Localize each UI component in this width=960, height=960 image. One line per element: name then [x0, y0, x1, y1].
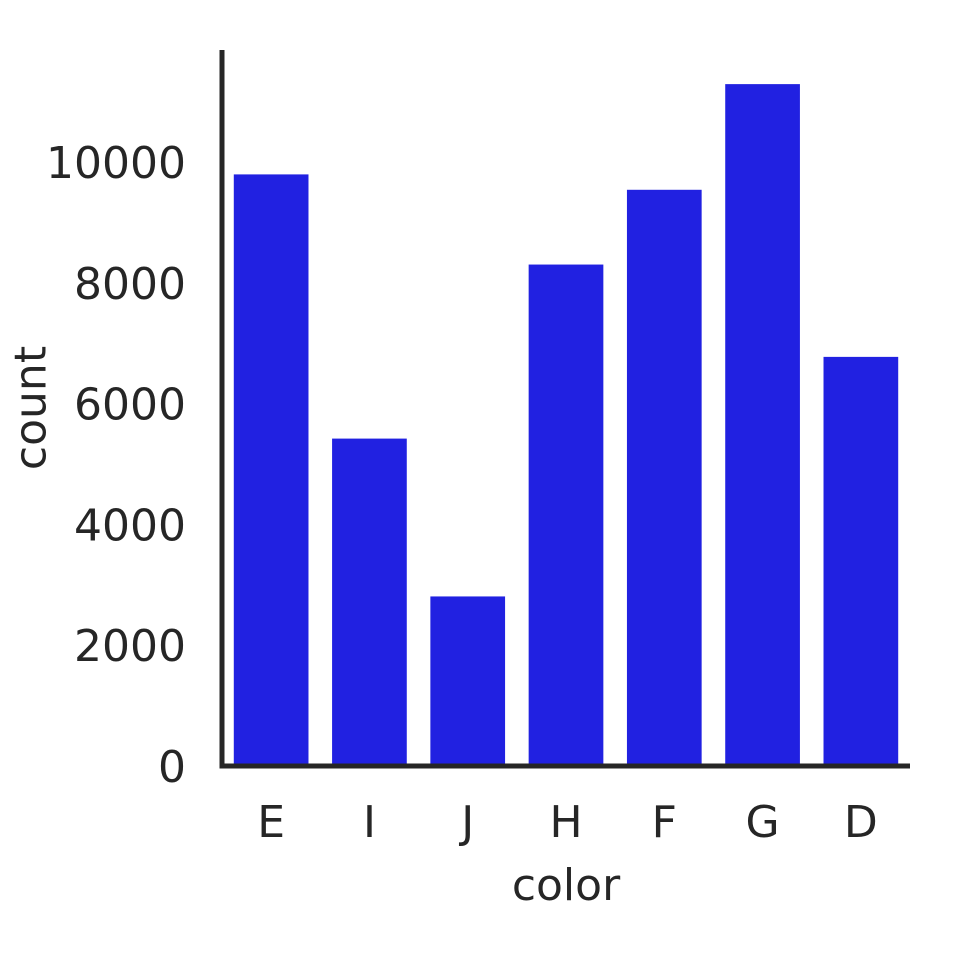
- y-tick-label: 4000: [74, 500, 186, 551]
- y-axis-ticks: 0 2000 4000 6000 8000 10000: [46, 138, 186, 793]
- bar-F: [626, 189, 702, 767]
- bar-D: [823, 356, 899, 766]
- bar-H: [528, 264, 604, 766]
- bar-E: [233, 174, 309, 766]
- y-tick-label: 6000: [74, 380, 186, 431]
- x-axis-title: color: [512, 860, 621, 911]
- x-tick-label-D: D: [844, 797, 878, 848]
- x-tick-label-F: F: [652, 797, 677, 848]
- y-axis-title: count: [5, 346, 56, 470]
- y-tick-label: 8000: [74, 259, 186, 310]
- x-tick-label-J: J: [458, 797, 474, 848]
- y-tick-label: 0: [158, 742, 186, 793]
- y-tick-label: 10000: [46, 138, 186, 189]
- x-tick-label-G: G: [746, 797, 780, 848]
- bar-I: [332, 438, 407, 766]
- y-tick-label: 2000: [74, 621, 186, 672]
- x-tick-label-H: H: [549, 797, 582, 848]
- bar-G: [725, 84, 800, 767]
- bars-group: [233, 84, 899, 767]
- x-tick-label-E: E: [257, 797, 285, 848]
- x-tick-label-I: I: [363, 797, 376, 848]
- bar-J: [430, 596, 506, 766]
